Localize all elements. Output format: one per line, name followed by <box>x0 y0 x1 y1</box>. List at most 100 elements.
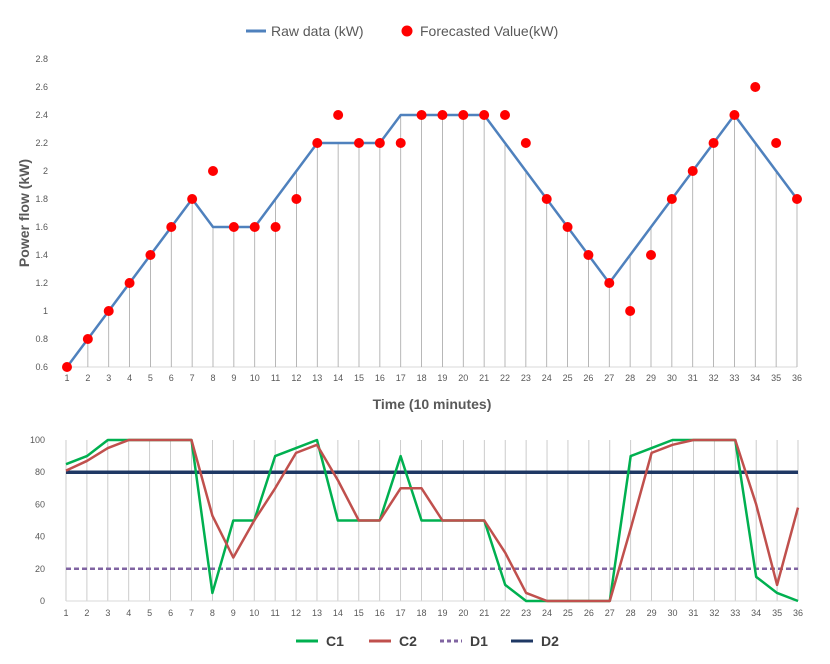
x-tick-label: 25 <box>563 608 573 618</box>
forecast-point <box>708 138 719 148</box>
x-tick-label: 14 <box>333 373 343 383</box>
x-tick-label: 17 <box>396 373 406 383</box>
y-axis-title: Power flow (kW) <box>16 159 32 267</box>
y-tick-label: 1.6 <box>35 222 48 232</box>
x-tick-label: 34 <box>751 608 761 618</box>
x-tick-label: 7 <box>189 608 194 618</box>
x-tick-label: 36 <box>792 373 802 383</box>
x-tick-label: 32 <box>709 608 719 618</box>
x-tick-label: 32 <box>709 373 719 383</box>
y-tick-label: 2.4 <box>35 110 48 120</box>
x-tick-label: 35 <box>772 608 782 618</box>
x-tick-label: 23 <box>521 373 531 383</box>
x-tick-label: 27 <box>605 608 615 618</box>
y-tick-label: 40 <box>35 532 45 542</box>
x-tick-label: 11 <box>270 608 279 618</box>
y-tick-label: 2.2 <box>35 138 48 148</box>
y-tick-label: 1.8 <box>35 194 48 204</box>
x-tick-label: 7 <box>190 373 195 383</box>
x-tick-label: 1 <box>64 373 69 383</box>
forecast-point <box>374 138 385 148</box>
x-tick-label: 28 <box>625 373 635 383</box>
y-tick-label: 2.8 <box>35 54 48 64</box>
x-tick-label: 8 <box>210 608 215 618</box>
forecast-point <box>103 306 114 316</box>
y-tick-label: 0.8 <box>35 334 48 344</box>
forecast-point <box>82 334 93 344</box>
forecast-point <box>395 138 406 148</box>
forecast-point <box>646 250 656 260</box>
forecast-point <box>354 138 364 148</box>
forecast-point <box>792 194 802 204</box>
x-tick-label: 4 <box>126 608 131 618</box>
forecast-point <box>249 222 260 232</box>
x-tick-label: 25 <box>563 373 573 383</box>
forecast-point <box>228 222 239 232</box>
legend-label-d2: D2 <box>541 633 559 649</box>
x-tick-label: 29 <box>646 373 656 383</box>
forecast-point <box>750 82 761 92</box>
x-axis-title: Time (10 minutes) <box>373 396 492 412</box>
x-tick-label: 20 <box>458 608 468 618</box>
series-line-c1 <box>65 438 799 603</box>
forecast-point <box>583 250 594 260</box>
top-chart: 0.60.811.21.41.61.822.22.42.62.81 2 3 4 5 6 7 8… <box>16 23 802 412</box>
x-tick-label: 34 <box>750 373 760 383</box>
forecast-point <box>333 110 344 120</box>
y-tick-label: 1.2 <box>35 278 48 288</box>
x-tick-label: 6 <box>168 608 173 618</box>
forecast-point <box>291 194 302 204</box>
x-tick-label: 31 <box>688 608 698 618</box>
x-tick-label: 13 <box>312 608 322 618</box>
forecast-point <box>208 166 218 176</box>
y-tick-label: 100 <box>30 435 45 445</box>
forecast-point <box>458 110 469 120</box>
x-tick-label: 18 <box>417 373 427 383</box>
x-tick-label: 31 <box>688 373 698 383</box>
y-tick-label: 1 <box>43 306 48 316</box>
forecast-point <box>729 110 740 120</box>
x-tick-label: 24 <box>542 373 552 383</box>
x-tick-label: 4 <box>127 373 132 383</box>
y-tick-label: 2 <box>43 166 48 176</box>
forecast-point <box>270 222 281 232</box>
x-tick-label: 19 <box>437 373 447 383</box>
x-tick-label: 21 <box>479 608 489 618</box>
x-tick-label: 33 <box>730 608 740 618</box>
x-tick-label: 9 <box>231 608 236 618</box>
x-tick-label: 2 <box>85 373 90 383</box>
legend-label-c1: C1 <box>326 633 344 649</box>
forecast-point <box>187 194 198 204</box>
forecast-point <box>145 250 156 260</box>
forecast-point <box>541 194 552 204</box>
x-tick-label: 29 <box>647 608 657 618</box>
x-tick-label: 15 <box>354 608 364 618</box>
x-tick-label: 16 <box>375 373 385 383</box>
x-tick-label: 20 <box>458 373 468 383</box>
x-tick-label: 33 <box>729 373 739 383</box>
forecast-point <box>312 138 323 148</box>
forecast-point <box>771 138 782 148</box>
x-tick-label: 10 <box>250 373 260 383</box>
legend-label-forecast: Forecasted Value(kW) <box>420 23 558 39</box>
forecast-point <box>479 110 490 120</box>
series-line-raw-data <box>65 113 799 368</box>
x-tick-label: 21 <box>479 373 489 383</box>
x-tick-label: 2 <box>84 608 89 618</box>
y-tick-label: 1.4 <box>35 250 48 260</box>
x-tick-label: 6 <box>169 373 174 383</box>
x-tick-label: 3 <box>106 373 111 383</box>
y-tick-label: 80 <box>35 467 45 477</box>
x-tick-label: 26 <box>583 373 593 383</box>
y-tick-label: 2.6 <box>35 82 48 92</box>
x-tick-label: 26 <box>584 608 594 618</box>
x-tick-label: 10 <box>249 608 259 618</box>
x-tick-label: 28 <box>626 608 636 618</box>
x-tick-label: 17 <box>396 608 406 618</box>
x-tick-label: 9 <box>231 373 236 383</box>
x-tick-label: 22 <box>500 608 510 618</box>
forecast-point <box>437 110 448 120</box>
y-tick-label: 0.6 <box>35 362 48 372</box>
y-tick-label: 0 <box>40 596 45 606</box>
forecast-point <box>625 306 636 316</box>
